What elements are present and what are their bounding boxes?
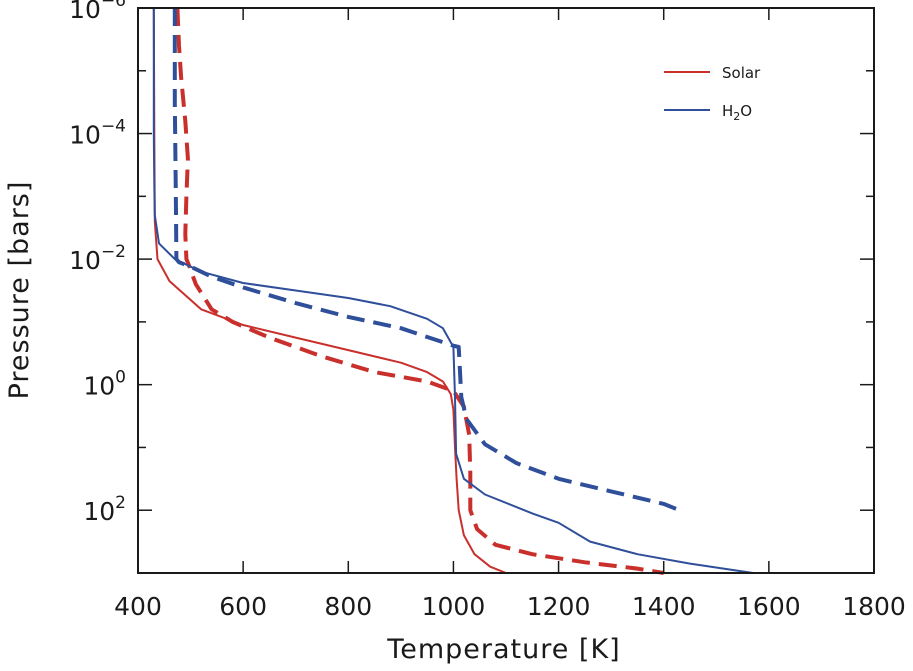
x-tick-label: 400 xyxy=(114,592,162,621)
x-tick-label: 1400 xyxy=(632,592,696,621)
series-line-0 xyxy=(152,7,507,574)
x-tick-label: 600 xyxy=(219,592,267,621)
plot-frame xyxy=(137,7,875,574)
x-axis: 400 600 800 1000 1200 1400 1600 1800 xyxy=(114,8,906,621)
y-tick-label: 10−4 xyxy=(69,117,126,150)
y-tick-label: 100 xyxy=(83,368,126,401)
x-tick-label: 1800 xyxy=(842,592,906,621)
legend: Solar H2O xyxy=(664,64,761,123)
y-tick-label: 102 xyxy=(83,493,126,526)
legend-label-solar: Solar xyxy=(722,64,761,82)
legend-label-h2o: H2O xyxy=(722,102,752,123)
series-line-1 xyxy=(175,7,665,575)
y-axis-title: Pressure [bars] xyxy=(4,181,35,400)
x-tick-label: 1000 xyxy=(422,592,486,621)
y-tick-label: 10−6 xyxy=(69,0,126,24)
x-tick-label: 1200 xyxy=(527,592,591,621)
x-axis-title: Temperature [K] xyxy=(386,634,620,665)
plot-lines xyxy=(152,7,754,575)
y-axis: 10−6 10−4 10−2 100 102 xyxy=(69,0,874,574)
x-tick-label: 800 xyxy=(324,592,372,621)
series-line-3 xyxy=(172,8,681,513)
y-tick-label: 10−2 xyxy=(69,242,126,275)
x-tick-label: 1600 xyxy=(737,592,801,621)
series-line-2 xyxy=(152,8,754,574)
